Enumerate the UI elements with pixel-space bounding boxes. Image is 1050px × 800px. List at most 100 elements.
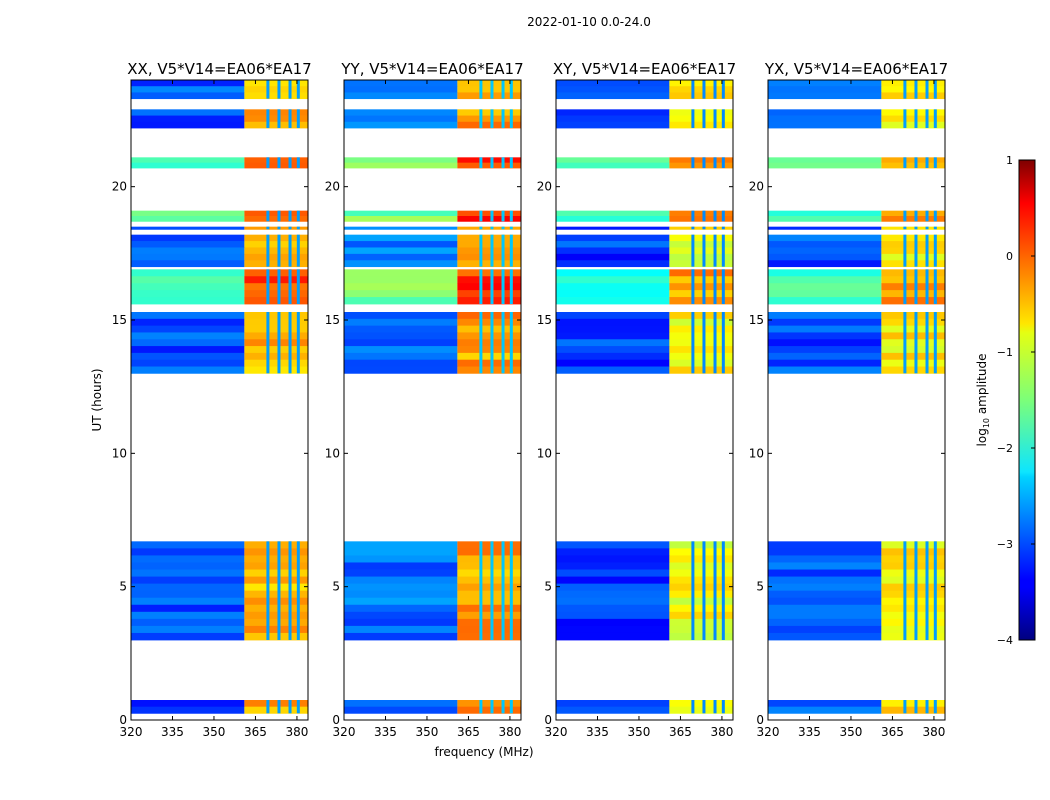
panels: XX, V5*V14=EA06*EA17 320 335 350 365 380 0 5 10 1…: [112, 60, 948, 739]
rfi-channel-gap: [490, 700, 494, 714]
heat-cell: [457, 226, 521, 230]
heat-cell: [556, 632, 670, 641]
rfi-channel-gap: [691, 210, 695, 222]
heat-cell: [344, 247, 458, 255]
rfi-channel-gap: [501, 312, 505, 374]
heat-cell: [131, 253, 245, 261]
heat-cell: [244, 318, 308, 327]
heat-cell: [768, 92, 882, 100]
heat-cell: [881, 216, 945, 222]
heat-cell: [344, 80, 458, 87]
x-tick-label: 350: [840, 725, 863, 739]
y-tick-label: 15: [325, 313, 340, 327]
rfi-channel-gap: [914, 269, 918, 304]
rfi-channel-gap: [903, 109, 907, 128]
y-tick-label: 10: [749, 446, 764, 460]
heat-cell: [768, 346, 882, 354]
x-tick-label: 320: [545, 725, 568, 739]
heat-cell: [556, 241, 670, 248]
heat-cell: [131, 109, 245, 116]
rfi-channel-gap: [509, 80, 513, 99]
rfi-channel-gap: [903, 700, 907, 714]
heat-cell: [344, 625, 458, 634]
rfi-channel-gap: [277, 226, 281, 230]
rfi-channel-gap: [721, 269, 725, 304]
rfi-channel-gap: [914, 541, 918, 640]
heat-cell: [457, 234, 521, 242]
heat-cell: [244, 276, 308, 284]
heat-cell: [669, 290, 733, 298]
heat-cell: [131, 318, 245, 327]
heat-cell: [344, 548, 458, 556]
heat-cell: [768, 576, 882, 585]
heat-cell: [244, 562, 308, 570]
heat-cell: [131, 359, 245, 367]
rfi-channel-gap: [925, 234, 929, 267]
heat-cell: [556, 260, 670, 268]
heat-cell: [244, 583, 308, 592]
heat-cell: [457, 700, 521, 708]
heat-cell: [669, 234, 733, 242]
heat-cell: [244, 541, 308, 549]
x-tick-label: 380: [498, 725, 521, 739]
heat-cell: [881, 632, 945, 641]
rfi-channel-gap: [501, 109, 505, 128]
rfi-channel-gap: [490, 157, 494, 168]
rfi-channel-gap: [509, 234, 513, 267]
rfi-channel-gap: [691, 234, 695, 267]
rfi-channel-gap: [702, 234, 706, 267]
heat-cell: [768, 332, 882, 340]
heat-cell: [768, 216, 882, 222]
heat-cell: [244, 80, 308, 87]
rfi-channel-gap: [288, 541, 292, 640]
heat-cell: [768, 121, 882, 129]
heat-cell: [457, 80, 521, 87]
rfi-channel-gap: [691, 226, 695, 230]
heat-cell: [131, 260, 245, 268]
heat-cell: [669, 618, 733, 627]
heat-cell: [556, 121, 670, 129]
heat-cell: [556, 283, 670, 291]
rfi-channel-gap: [925, 109, 929, 128]
rfi-channel-gap: [490, 80, 494, 99]
heat-cell: [344, 346, 458, 354]
rfi-channel-gap: [266, 541, 270, 640]
rfi-channel-gap: [713, 109, 717, 128]
rfi-channel-gap: [296, 312, 300, 374]
heat-cell: [556, 706, 670, 714]
heat-cell: [131, 706, 245, 714]
rfi-channel-gap: [903, 157, 907, 168]
heat-cell: [244, 109, 308, 116]
heat-cell: [768, 290, 882, 298]
rfi-channel-gap: [479, 269, 483, 304]
heat-cell: [768, 359, 882, 367]
rfi-channel-gap: [925, 226, 929, 230]
rfi-channel-gap: [266, 157, 270, 168]
rfi-channel-gap: [509, 312, 513, 374]
rfi-channel-gap: [933, 226, 937, 230]
panel-1: YY, V5*V14=EA06*EA17 320 335 350 365 380 0 5 10 1…: [325, 60, 524, 739]
rfi-channel-gap: [721, 80, 725, 99]
rfi-channel-gap: [296, 109, 300, 128]
heat-cell: [457, 562, 521, 570]
heat-cell: [344, 162, 458, 169]
rfi-channel-gap: [296, 234, 300, 267]
x-tick-label: 335: [374, 725, 397, 739]
x-tick-label: 320: [757, 725, 780, 739]
heat-cell: [881, 604, 945, 613]
heat-cell: [768, 339, 882, 347]
heat-cell: [131, 583, 245, 592]
heat-cell: [556, 576, 670, 585]
heat-cell: [881, 210, 945, 217]
heat-cell: [881, 234, 945, 242]
heat-cell: [131, 604, 245, 613]
rfi-channel-gap: [903, 226, 907, 230]
rfi-channel-gap: [296, 157, 300, 168]
heat-cell: [768, 253, 882, 261]
heat-cell: [457, 121, 521, 129]
heat-cell: [457, 548, 521, 556]
heat-cell: [244, 241, 308, 248]
rfi-channel-gap: [266, 234, 270, 267]
heat-cell: [669, 625, 733, 634]
